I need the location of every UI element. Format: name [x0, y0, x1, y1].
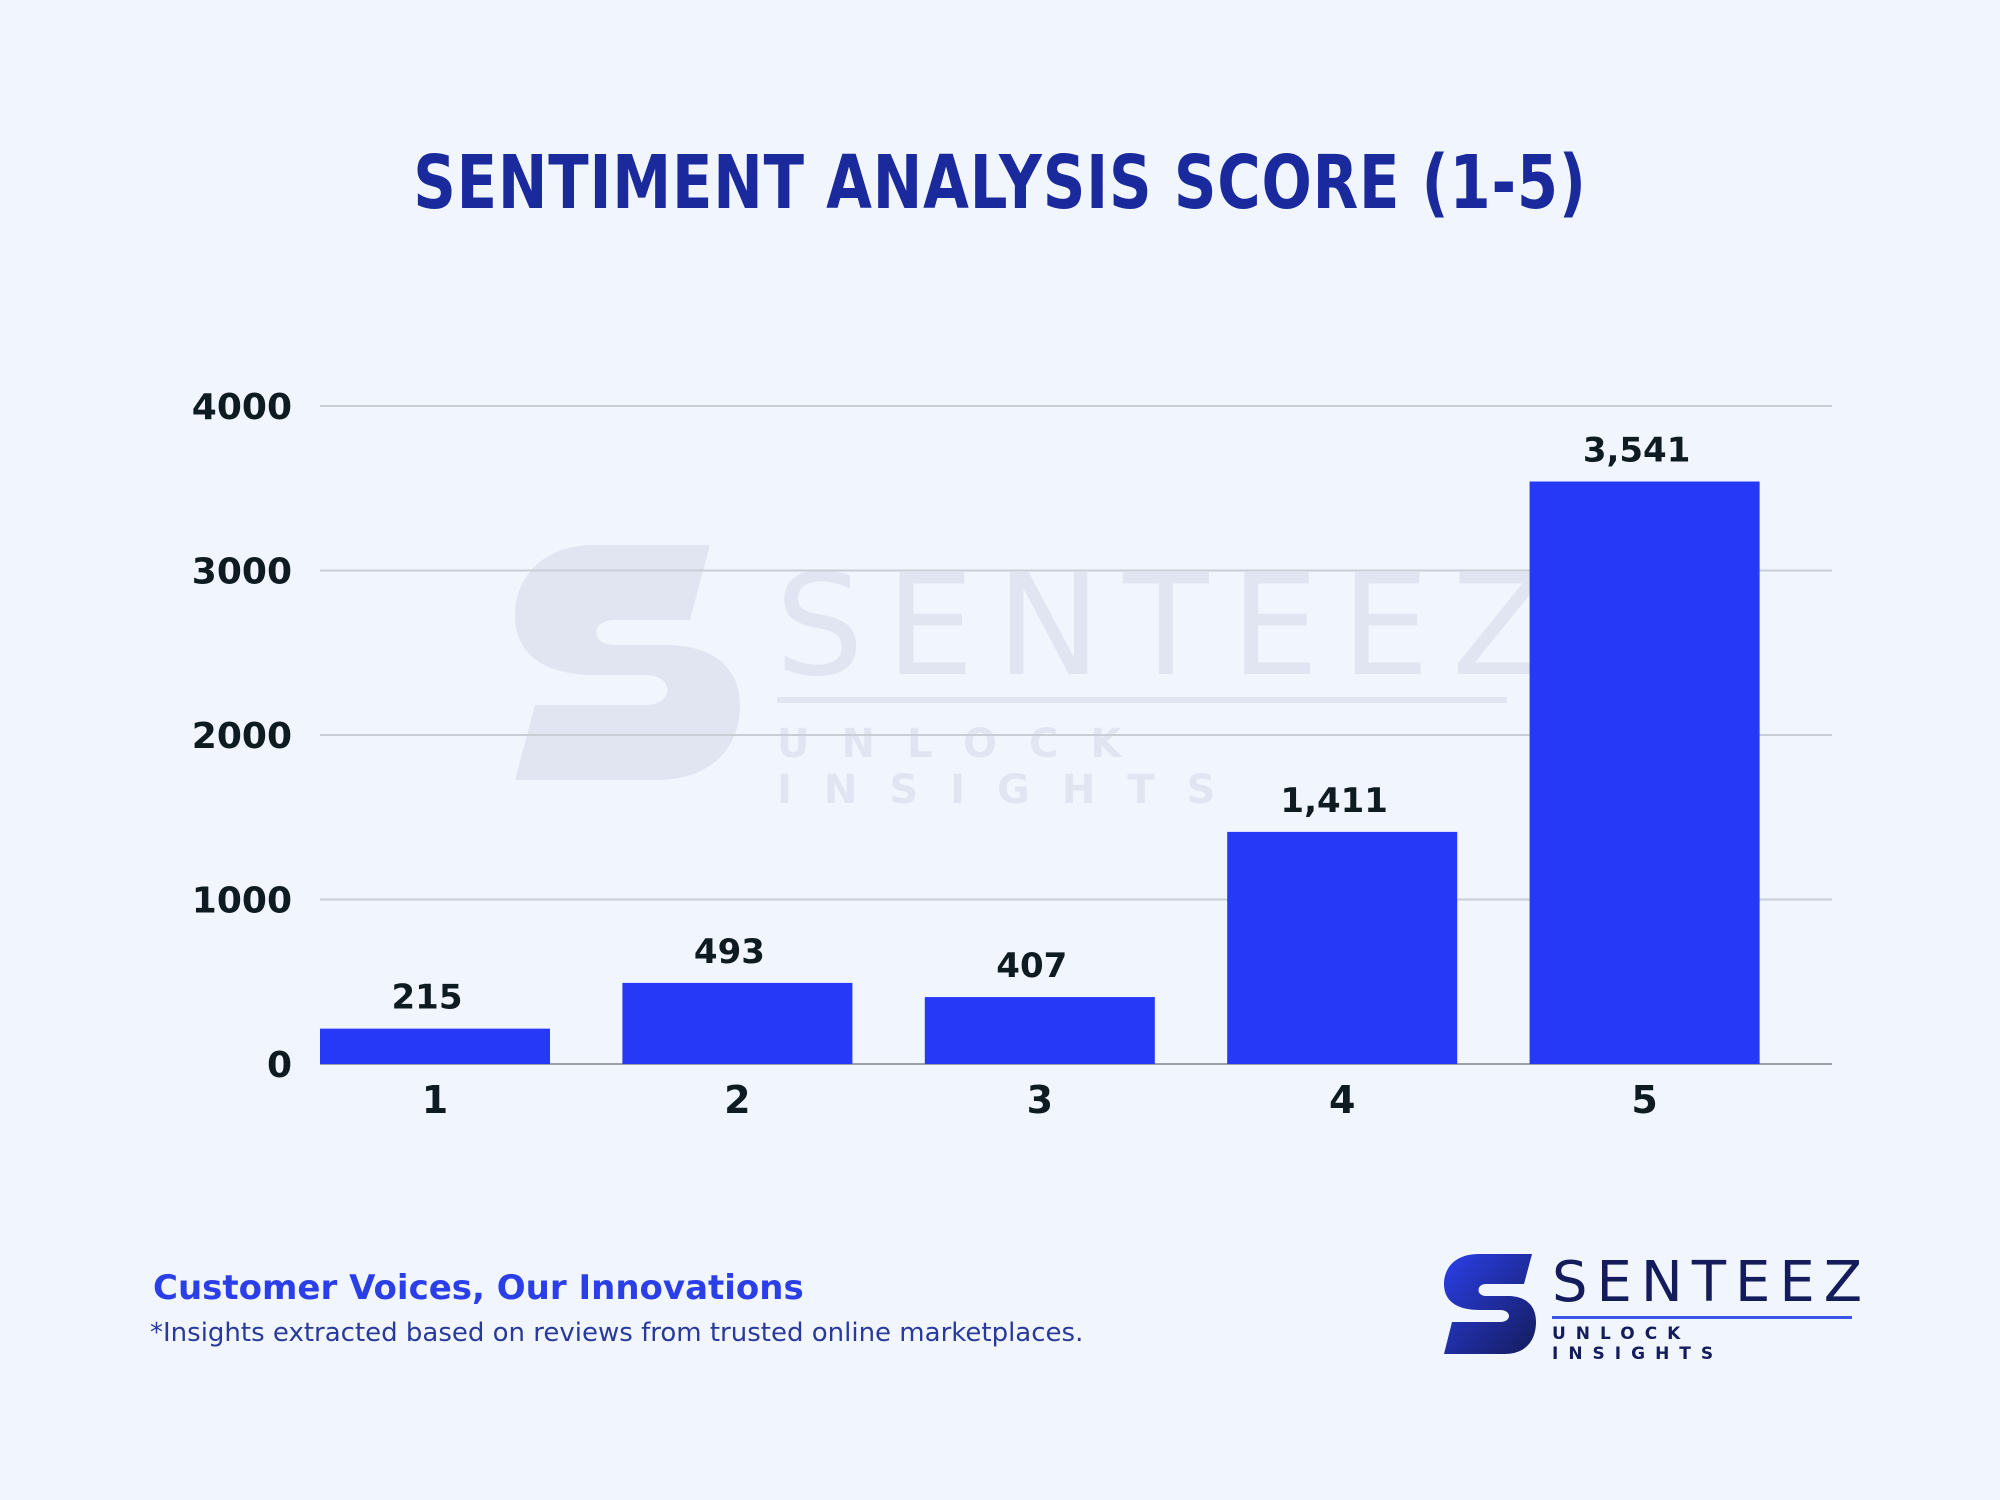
x-axis-ticks: 1 2 3 4 5	[422, 1078, 1658, 1122]
logo-slogan: UNLOCK INSIGHTS	[1552, 1324, 1724, 1364]
bars	[320, 481, 1760, 1064]
watermark-s-icon	[515, 545, 740, 780]
data-label: 215	[392, 978, 463, 1018]
y-tick-label: 2000	[192, 716, 292, 757]
data-label: 3,541	[1583, 431, 1691, 471]
watermark-slogan: UNLOCK INSIGHTS	[777, 721, 1248, 813]
data-label: 493	[694, 932, 765, 972]
bar	[320, 1028, 550, 1064]
footnote: *Insights extracted based on reviews fro…	[150, 1318, 1084, 1348]
senteez-logo: SENTEEZ UNLOCK INSIGHTS	[1440, 1250, 1862, 1364]
x-tick-label: 5	[1631, 1078, 1657, 1122]
y-tick-label: 1000	[192, 881, 292, 922]
y-tick-label: 4000	[192, 387, 292, 428]
x-tick-label: 3	[1027, 1078, 1053, 1122]
y-tick-label: 3000	[192, 552, 292, 593]
y-tick-label: 0	[267, 1045, 292, 1086]
tagline: Customer Voices, Our Innovations	[153, 1268, 804, 1308]
data-label: 1,411	[1280, 781, 1388, 821]
x-tick-label: 2	[724, 1078, 750, 1122]
x-tick-label: 4	[1329, 1078, 1355, 1122]
bar	[622, 982, 853, 1064]
bar	[1227, 831, 1458, 1064]
s-letter-logo-icon	[1444, 1254, 1536, 1354]
data-label: 407	[996, 946, 1067, 986]
watermark-rule	[777, 697, 1507, 703]
bar	[1529, 481, 1760, 1064]
watermark-name: SENTEEZ	[775, 545, 1570, 708]
logo-name: SENTEEZ	[1552, 1250, 1872, 1315]
chart-title: SENTIMENT ANALYSIS SCORE (1-5)	[413, 140, 1587, 226]
watermark: SENTEEZ UNLOCK INSIGHTS	[515, 545, 1547, 813]
bar	[924, 997, 1155, 1064]
y-axis-ticks: 0 1000 2000 3000 4000	[192, 387, 292, 1086]
x-tick-label: 1	[422, 1078, 448, 1122]
logo-rule	[1552, 1316, 1852, 1319]
data-labels: 215 493 407 1,411 3,541	[392, 431, 1691, 1018]
